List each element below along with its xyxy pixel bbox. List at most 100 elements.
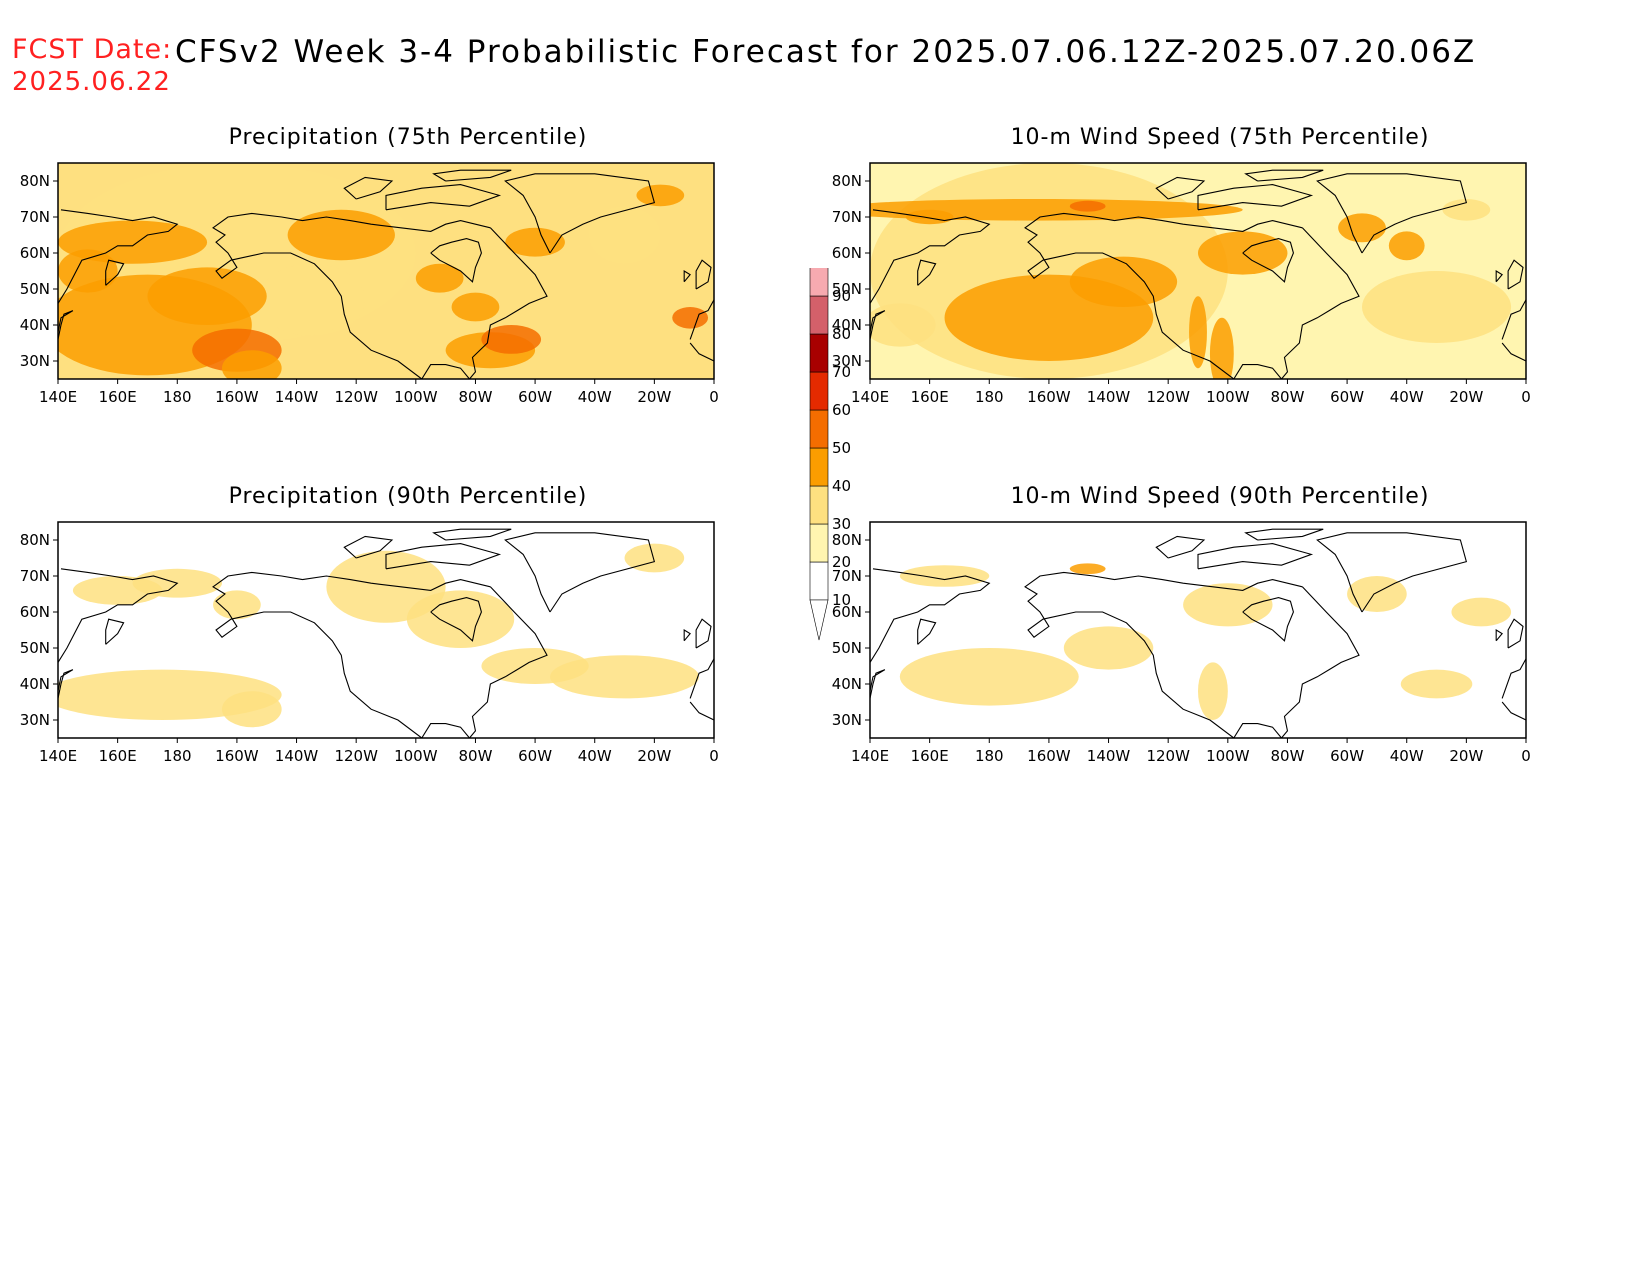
lon-tick-label: 40W [578, 388, 612, 406]
lat-tick-label: 80N [20, 172, 50, 190]
lon-tick-label: 100W [394, 747, 438, 765]
coastline [1495, 270, 1503, 283]
lon-tick-label: 0 [1521, 388, 1531, 406]
lon-tick-label: 140E [39, 388, 77, 406]
fcst-label: FCST Date: [12, 34, 173, 65]
panel-title: 10-m Wind Speed (75th Percentile) [1010, 125, 1430, 150]
lat-tick-label: 50N [20, 280, 50, 298]
coastline [1114, 216, 1303, 232]
coastline [432, 169, 512, 182]
lon-tick-label: 120W [1146, 747, 1190, 765]
lon-tick-label: 140W [1087, 747, 1131, 765]
lat-tick-label: 80N [832, 172, 862, 190]
coastline [385, 543, 502, 570]
coastline [58, 209, 179, 304]
legend-label: 20 [832, 553, 851, 571]
field-blob [1198, 662, 1228, 720]
field-blob [870, 199, 1243, 221]
legend-label: 50 [832, 439, 851, 457]
legend-bottom-arrow [809, 599, 829, 641]
field-blob [1069, 256, 1178, 307]
coastline [1507, 259, 1524, 290]
field-blob [406, 590, 515, 648]
field-blob [1388, 231, 1425, 261]
coastline [689, 658, 714, 699]
coastline [870, 209, 991, 304]
legend-swatch [809, 371, 829, 411]
map-frame [57, 162, 715, 380]
legend-swatch [809, 447, 829, 487]
lat-tick-label: 30N [832, 711, 862, 729]
coastline [1197, 184, 1314, 211]
legend-label: 60 [832, 401, 851, 419]
lon-tick-label: 160W [1027, 747, 1071, 765]
color-legend: 10 20 30 40 50 60 70 80 90 [809, 268, 851, 641]
lon-tick-label: 100W [1206, 747, 1250, 765]
lat-tick-label: 80N [832, 531, 862, 549]
lat-tick-label: 30N [20, 352, 50, 370]
field-blob [1400, 669, 1473, 699]
lat-tick-label: 40N [832, 316, 862, 334]
legend-swatch [809, 523, 829, 563]
lon-tick-label: 0 [1521, 747, 1531, 765]
lon-tick-label: 180 [163, 747, 192, 765]
coastline [1281, 586, 1360, 738]
field-blob [588, 206, 661, 264]
field-blob [287, 209, 395, 261]
legend-label: 40 [832, 477, 851, 495]
field-shading [58, 522, 714, 738]
lon-tick-label: 180 [163, 388, 192, 406]
panel-precip-90: Precipitation (90th Percentile) 140E 160E… [0, 484, 800, 784]
field-blob [1347, 576, 1407, 612]
field-blob [672, 307, 709, 329]
coastline [105, 618, 125, 645]
wind-90-map: 140E 160E 180 160W 140W 120W 100W 80W 60W 40W 20W 0… [832, 521, 1531, 765]
coastline [683, 629, 691, 642]
lon-tick-label: 160E [99, 388, 137, 406]
legend-label: 90 [832, 287, 851, 305]
coastline [1024, 212, 1235, 379]
lon-tick-label: 60W [518, 747, 552, 765]
lon-tick-label: 180 [975, 747, 1004, 765]
wind-75-map: 140E 160E 180 160W 140W 120W 100W 80W 60W 40W 20W 0… [832, 162, 1531, 406]
coastline [212, 212, 423, 379]
coastline [695, 618, 712, 649]
field-blob [1209, 317, 1234, 379]
coastline [343, 535, 394, 559]
field-blob [222, 691, 282, 728]
coastline [1501, 658, 1526, 699]
field-blob [415, 263, 464, 293]
lat-tick-label: 60N [20, 603, 50, 621]
field-blob [550, 655, 700, 699]
lon-tick-label: 120W [1146, 388, 1190, 406]
coastline [58, 568, 179, 663]
lat-tick-label: 50N [20, 639, 50, 657]
field-blob [1362, 271, 1512, 343]
coastline [1024, 571, 1235, 738]
coastline [870, 669, 886, 699]
panel-wind-90: 10-m Wind Speed (90th Percentile) 140E 16… [812, 484, 1612, 784]
coastline [469, 586, 548, 738]
map-frame [57, 521, 715, 739]
lon-tick-label: 0 [709, 388, 719, 406]
lon-tick-label: 160W [215, 388, 259, 406]
coastline [1501, 342, 1526, 362]
coastline [105, 259, 125, 286]
coastline [1155, 535, 1206, 559]
coastline [504, 532, 656, 613]
field-blob [624, 543, 685, 573]
coastline [1501, 299, 1526, 340]
field-blob [58, 249, 118, 293]
legend-swatch [809, 295, 829, 335]
lon-tick-label: 40W [1390, 747, 1424, 765]
coastline [1197, 543, 1314, 570]
panel-title: Precipitation (75th Percentile) [228, 125, 588, 150]
legend-label: 80 [832, 325, 851, 343]
lat-tick-label: 70N [832, 208, 862, 226]
field-blob [505, 227, 565, 257]
field-blob [1338, 213, 1386, 243]
coastline [421, 723, 470, 738]
coastline [430, 238, 482, 283]
lon-tick-label: 120W [334, 388, 378, 406]
coastline [1233, 723, 1282, 738]
